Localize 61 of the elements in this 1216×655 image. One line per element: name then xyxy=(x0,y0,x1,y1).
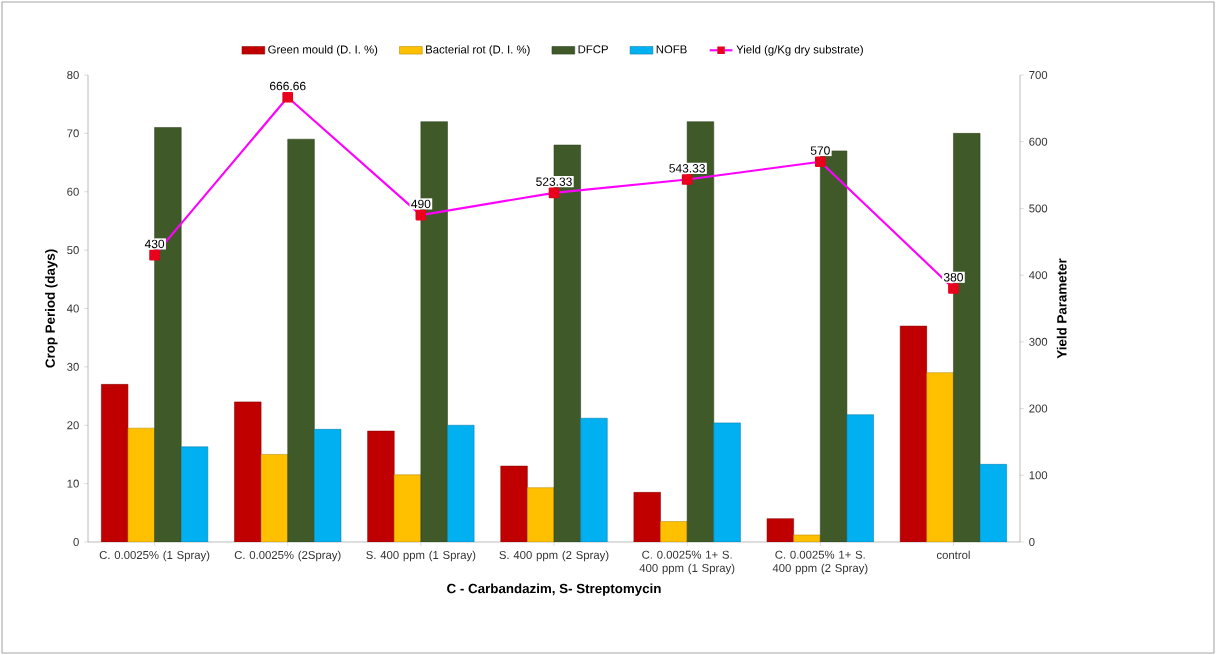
bar xyxy=(979,464,1007,542)
y-tick-label: 80 xyxy=(67,70,79,79)
y2-tick-label: 400 xyxy=(1028,271,1048,280)
bar xyxy=(846,414,874,542)
y2-tick-label: 600 xyxy=(1029,137,1048,146)
y-tick-label: 40 xyxy=(66,304,79,313)
bar xyxy=(527,487,555,542)
bar xyxy=(180,446,209,542)
y-tick-label: 30 xyxy=(67,362,79,371)
x-tick-label: C. 0.0025% (2Spray) xyxy=(234,550,341,562)
data-label: 543.33 xyxy=(669,164,705,173)
bar xyxy=(500,465,528,542)
bar xyxy=(766,518,794,542)
y2-tick-label: 700 xyxy=(1029,70,1048,79)
data-label: 430 xyxy=(144,239,165,249)
y2-tick-label: 500 xyxy=(1029,204,1048,213)
x-tick-label: control xyxy=(936,550,970,560)
bar xyxy=(314,429,342,542)
bar xyxy=(447,424,475,542)
legend-label: Bacterial rot (D. I. %) xyxy=(426,45,530,56)
bar xyxy=(580,417,608,542)
bar xyxy=(101,384,129,542)
y-tick-label: 20 xyxy=(67,421,79,430)
data-label: 666.66 xyxy=(269,81,306,91)
y-tick-label: 50 xyxy=(67,246,79,255)
bar xyxy=(234,401,262,542)
y2-tick-label: 300 xyxy=(1029,337,1048,346)
y2-tick-label: 100 xyxy=(1029,471,1048,480)
bar xyxy=(926,372,954,542)
legend-label: Green mould (D. I. %) xyxy=(268,45,378,56)
data-label: 380 xyxy=(943,273,963,282)
legend-label: Yield (g/Kg dry substrate) xyxy=(736,45,863,56)
legend-label: NOFB xyxy=(656,45,687,54)
bar xyxy=(713,422,741,542)
data-label: 490 xyxy=(411,199,431,209)
bar xyxy=(899,325,928,542)
data-label: 570 xyxy=(810,146,830,155)
y-tick-label: 70 xyxy=(67,129,79,138)
x-tick-label: C. 0.0025% 1+ S. 400 ppm (1 Spray) xyxy=(639,550,735,575)
bar xyxy=(260,454,288,542)
legend-label: DFCP xyxy=(578,45,608,54)
y-axis-title: Crop Period (days) xyxy=(45,249,58,368)
bar xyxy=(367,430,395,542)
data-label: 523.33 xyxy=(536,177,572,186)
y-tick-label: 10 xyxy=(67,479,79,488)
y2-tick-label: 0 xyxy=(1029,537,1035,546)
y2-tick-label: 200 xyxy=(1029,404,1048,413)
bar xyxy=(793,534,821,542)
bar xyxy=(127,427,155,542)
x-axis-title: C - Carbandazim, S- Streptomycin xyxy=(447,583,661,596)
x-tick-label: C. 0.0025% 1+ S. 400 ppm (2 Spray) xyxy=(772,550,868,575)
y-tick-label: 0 xyxy=(73,537,79,546)
y-tick-label: 60 xyxy=(67,187,79,196)
bar xyxy=(393,474,422,542)
x-tick-label: C. 0.0025% (1 Spray) xyxy=(99,550,210,562)
bar xyxy=(633,492,661,542)
x-tick-label: S. 400 ppm (2 Spray) xyxy=(499,550,609,562)
bar xyxy=(660,521,688,542)
y2-axis-title: Yield Parameter xyxy=(1056,258,1067,359)
bar xyxy=(287,138,315,542)
x-tick-label: S. 400 ppm (1 Spray) xyxy=(366,550,476,562)
